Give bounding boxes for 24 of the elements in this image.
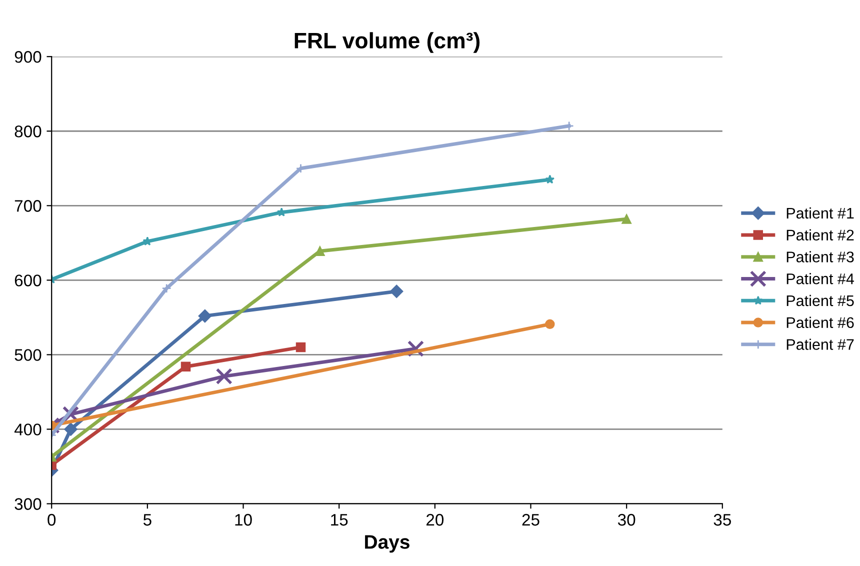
y-tick-label: 300 bbox=[14, 498, 42, 510]
x-tick-label: 5 bbox=[143, 514, 152, 526]
y-tick-label: 400 bbox=[14, 424, 42, 436]
x-tick-label: 10 bbox=[235, 514, 252, 526]
x-tick-label: 35 bbox=[714, 514, 731, 526]
x-tick-label: 15 bbox=[331, 514, 348, 526]
y-tick-label: 500 bbox=[14, 349, 42, 361]
y-tick-label: 700 bbox=[14, 200, 42, 212]
x-tick-label: 30 bbox=[618, 514, 636, 526]
x-tick-label: 20 bbox=[426, 514, 444, 526]
legend-label: Patient #1 bbox=[786, 207, 854, 219]
legend-label: Patient #7 bbox=[786, 338, 854, 350]
y-tick-label: 900 bbox=[14, 51, 42, 63]
legend-label: Patient #4 bbox=[786, 273, 854, 284]
legend-label: Patient #3 bbox=[786, 251, 854, 262]
legend-label: Patient #6 bbox=[786, 316, 854, 328]
x-axis-title: Days bbox=[365, 535, 410, 553]
y-tick-label: 600 bbox=[14, 274, 42, 286]
chart-title: FRL volume (cm³) bbox=[294, 32, 480, 53]
legend-label: Patient #2 bbox=[786, 229, 854, 241]
x-tick-label: 25 bbox=[522, 514, 540, 526]
y-tick-label: 800 bbox=[14, 126, 42, 138]
legend-label: Patient #5 bbox=[786, 294, 854, 306]
x-tick-label: 0 bbox=[48, 514, 56, 526]
